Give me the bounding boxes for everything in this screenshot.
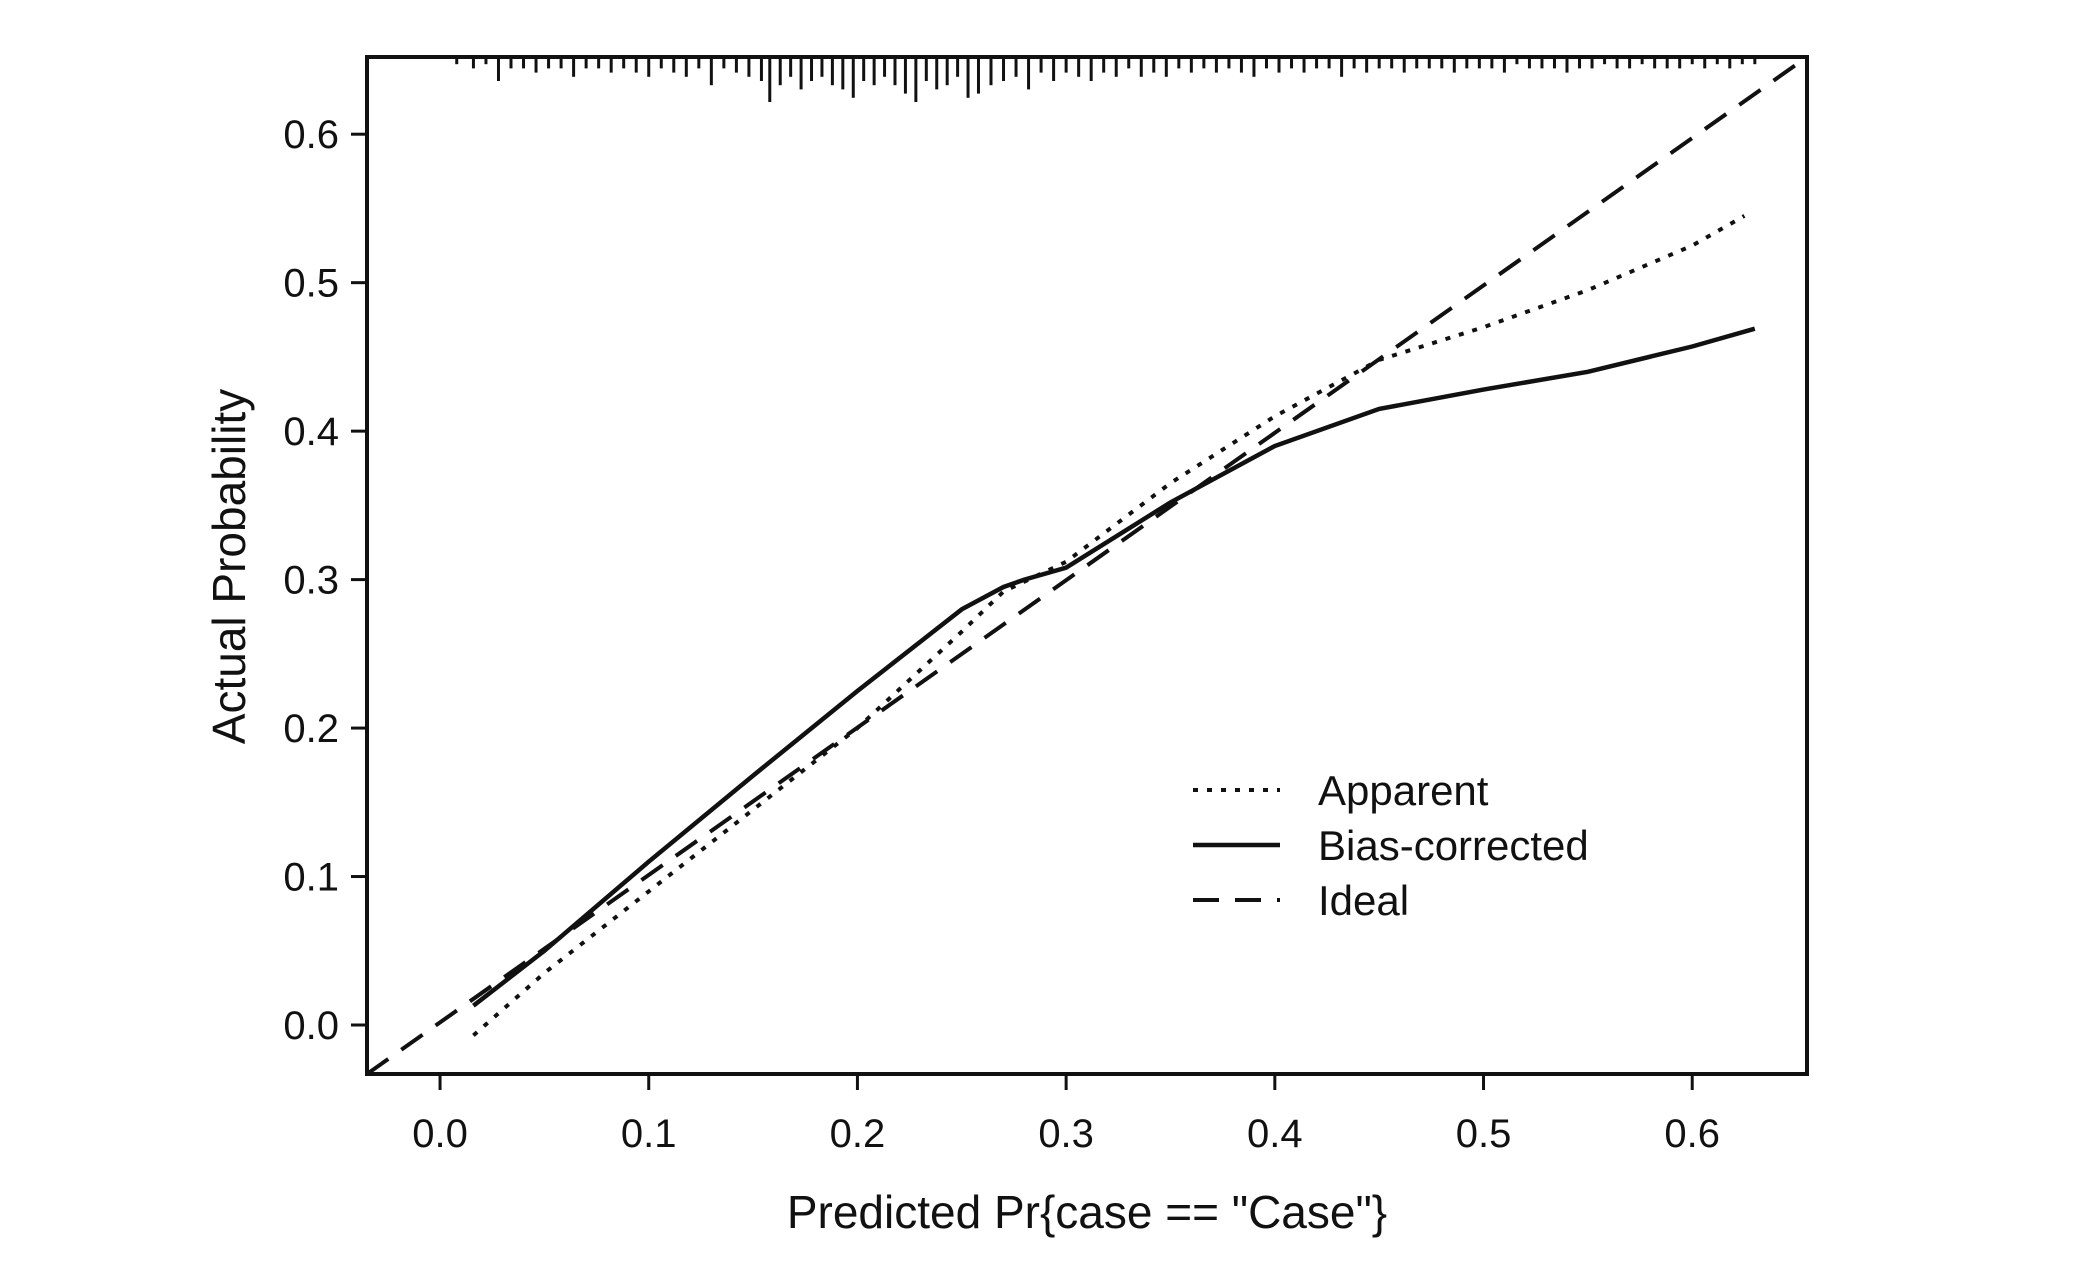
y-tick-label: 0.5 bbox=[283, 262, 339, 306]
y-tick-label: 0.3 bbox=[283, 559, 339, 603]
y-tick-label: 0.2 bbox=[283, 707, 339, 751]
y-tick-label: 0.4 bbox=[283, 410, 339, 454]
x-tick-label: 0.6 bbox=[1664, 1112, 1720, 1156]
x-tick-label: 0.5 bbox=[1456, 1112, 1512, 1156]
x-axis-ticks: 0.0 0.1 0.2 0.3 0.4 0.5 0.6 bbox=[412, 1074, 1720, 1156]
y-tick-label: 0.1 bbox=[283, 856, 339, 900]
ideal-line bbox=[365, 55, 1809, 1076]
x-axis-title: Predicted Pr{case == "Case"} bbox=[787, 1186, 1387, 1238]
series-lines bbox=[365, 55, 1809, 1076]
legend-label-apparent: Apparent bbox=[1318, 767, 1489, 814]
x-tick-label: 0.2 bbox=[830, 1112, 886, 1156]
y-axis-title: Actual Probability bbox=[203, 389, 255, 744]
x-tick-label: 0.0 bbox=[412, 1112, 468, 1156]
x-tick-label: 0.1 bbox=[621, 1112, 677, 1156]
y-tick-label: 0.0 bbox=[283, 1004, 339, 1048]
plot-frame bbox=[365, 55, 1809, 1076]
y-axis-ticks: 0.0 0.1 0.2 0.3 0.4 0.5 0.6 bbox=[283, 113, 367, 1048]
x-tick-label: 0.3 bbox=[1038, 1112, 1094, 1156]
legend-label-ideal: Ideal bbox=[1318, 877, 1409, 924]
apparent-line bbox=[472, 214, 1746, 1037]
x-tick-label: 0.4 bbox=[1247, 1112, 1303, 1156]
y-tick-label: 0.6 bbox=[283, 113, 339, 157]
legend: Apparent Bias-corrected Ideal bbox=[1193, 767, 1589, 924]
bias-corrected-line bbox=[472, 326, 1756, 1008]
legend-label-bias-corrected: Bias-corrected bbox=[1318, 822, 1589, 869]
rug-marks bbox=[455, 57, 1757, 102]
